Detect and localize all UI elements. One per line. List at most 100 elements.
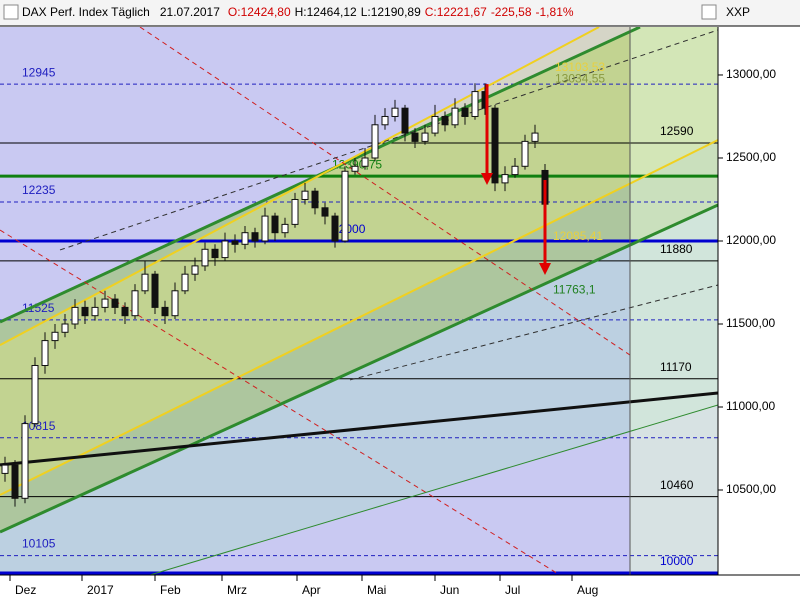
- candle-body: [151, 273, 159, 308]
- candle-body: [101, 298, 109, 308]
- candle-body: [131, 290, 139, 317]
- x-tick-label: 2017: [87, 583, 114, 597]
- trend-line: [0, 203, 718, 534]
- candle-body: [181, 273, 189, 292]
- candle-body: [1, 464, 9, 474]
- quote: -225,58: [491, 5, 532, 19]
- level-label: 10815: [22, 419, 56, 433]
- y-tick-label: 10500,00: [726, 482, 776, 496]
- candle-body: [431, 115, 439, 134]
- candle-body: [221, 240, 229, 259]
- candle-body: [451, 107, 459, 126]
- candle-body: [371, 124, 379, 159]
- trend-line: [0, 139, 718, 496]
- candle-body: [191, 265, 199, 275]
- x-tick-label: Jul: [505, 583, 520, 597]
- candle-body: [361, 157, 369, 167]
- trend-line: [59, 29, 718, 251]
- candle-body: [51, 331, 59, 342]
- x-tick-label: Aug: [577, 583, 598, 597]
- trend-line: [349, 284, 718, 381]
- candle-body: [491, 107, 499, 184]
- candle-body: [201, 248, 209, 267]
- candle-body: [91, 306, 99, 317]
- quote: H:12464,12: [295, 5, 357, 19]
- trend-line: [149, 404, 718, 575]
- trend-line: [0, 229, 561, 575]
- annotation: 13034,55: [555, 71, 605, 85]
- date: 21.07.2017: [160, 5, 220, 19]
- channel-fill: [0, 204, 718, 575]
- candle-body: [441, 115, 449, 126]
- candle-body: [141, 273, 149, 292]
- candle-body: [381, 115, 389, 126]
- quote: C:12221,67: [425, 5, 487, 19]
- candle-body: [341, 170, 349, 242]
- candle-body: [211, 248, 219, 259]
- candle-body: [231, 240, 239, 245]
- candle-body: [281, 223, 289, 234]
- candle-body: [21, 423, 29, 499]
- candle-body: [471, 91, 479, 117]
- symbol: XXP: [726, 5, 750, 19]
- level-label: 10000: [660, 554, 694, 568]
- candle-body: [251, 232, 259, 242]
- candle-body: [121, 306, 129, 317]
- candle-body: [311, 190, 319, 209]
- candle-body: [321, 207, 329, 217]
- menu-icon[interactable]: [3, 4, 19, 20]
- candle-body: [61, 323, 69, 333]
- candle-body: [81, 306, 89, 317]
- y-tick-label: 13000,00: [726, 67, 776, 81]
- candle-body: [271, 215, 279, 234]
- level-label: 10105: [22, 537, 56, 551]
- candle-body: [391, 107, 399, 117]
- candle-body: [521, 140, 529, 167]
- quote: O:12424,80: [228, 5, 291, 19]
- y-tick-label: 12500,00: [726, 150, 776, 164]
- candle-body: [401, 107, 409, 134]
- candle-body: [261, 215, 269, 242]
- level-label: 11525: [22, 301, 55, 315]
- x-tick-label: Mrz: [227, 583, 247, 597]
- arrow-head: [539, 263, 551, 276]
- quote: -1,81%: [536, 5, 574, 19]
- candle-body: [111, 298, 119, 308]
- candle-body: [461, 107, 469, 117]
- candle-body: [291, 198, 299, 225]
- future-zone: [630, 27, 718, 575]
- candle-body: [161, 306, 169, 317]
- x-tick-label: Dez: [15, 583, 36, 597]
- candle-body: [241, 232, 249, 245]
- candle-body: [421, 132, 429, 142]
- title: DAX Perf. Index Täglich: [22, 5, 150, 19]
- candle-body: [301, 190, 309, 200]
- candle-body: [11, 464, 19, 499]
- x-tick-label: Apr: [302, 583, 321, 597]
- y-tick-label: 11500,00: [726, 316, 775, 330]
- level-label: 10460: [660, 478, 694, 492]
- x-tick-label: Jun: [440, 583, 459, 597]
- window-icon[interactable]: [701, 4, 717, 20]
- level-label: 12000: [332, 222, 366, 236]
- y-tick-label: 11000,00: [726, 399, 775, 413]
- annotation: 13103,53: [555, 60, 605, 74]
- level-label: 12945: [22, 65, 56, 79]
- plot: 129451259012390,751223512000118801152511…: [0, 27, 718, 575]
- header-bar: [0, 0, 800, 26]
- candle-body: [171, 290, 179, 317]
- annotation: 11763,1: [553, 282, 596, 296]
- candle-body: [31, 364, 39, 425]
- level-label: 12235: [22, 183, 56, 197]
- arrow-head: [481, 173, 493, 186]
- x-tick-label: Feb: [160, 583, 181, 597]
- x-tick-label: Mai: [367, 583, 386, 597]
- candle-body: [41, 340, 49, 366]
- level-label: 11170: [660, 360, 692, 374]
- level-label: 11880: [660, 242, 693, 256]
- candle-body: [531, 132, 539, 142]
- candle-body: [351, 165, 359, 172]
- candle-body: [501, 174, 509, 184]
- annotation: 12085,41: [553, 229, 603, 243]
